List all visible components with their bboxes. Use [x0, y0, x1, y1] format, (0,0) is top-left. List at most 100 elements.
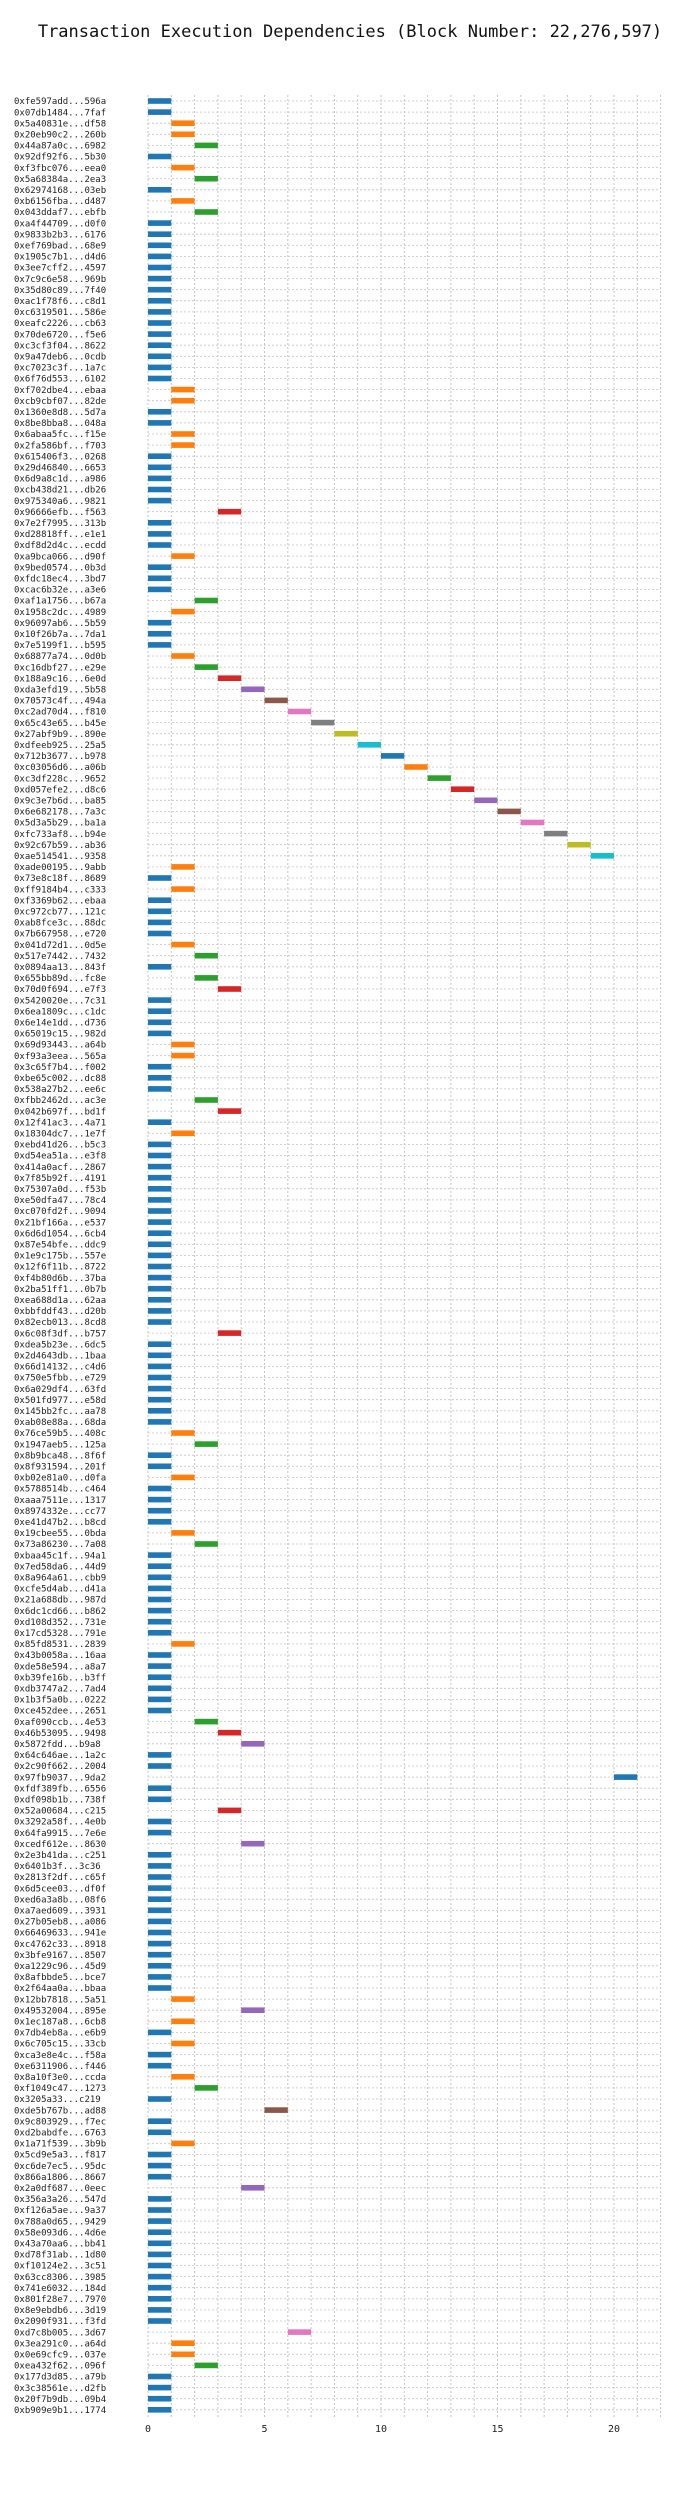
- tx-label: 0x07db1484...7faf: [14, 108, 106, 118]
- dependency-bar: [194, 975, 218, 981]
- tx-label: 0xc3df228c...9652: [14, 774, 106, 784]
- tx-label: 0xc16dbf27...e29e: [14, 663, 106, 673]
- tx-label: 0x2813f2df...c65f: [14, 1873, 106, 1883]
- x-axis-ticks: 0 5 10 15 20: [145, 2424, 620, 2435]
- dependency-bar: [148, 2162, 172, 2169]
- tx-label: 0xdfeeb925...25a5: [14, 741, 106, 751]
- dependency-bar: [148, 375, 172, 382]
- tx-label: 0xbbfddf43...d20b: [14, 1307, 106, 1317]
- tx-label: 0x17cd5328...791e: [14, 1629, 106, 1639]
- dependency-bar: [148, 1452, 172, 1458]
- tx-label: 0x43a70aa6...bb41: [14, 2240, 106, 2250]
- dependency-bar: [148, 1752, 172, 1758]
- tx-label: 0xf4b80d6b...37ba: [14, 1274, 106, 1284]
- dependency-bar: [148, 930, 172, 937]
- dependency-bar: [148, 2029, 172, 2036]
- dependency-bar: [148, 1285, 172, 1292]
- dependency-bar: [148, 2151, 172, 2158]
- dependency-bar: [148, 2118, 172, 2124]
- tx-label: 0xdb3747a2...7ad4: [14, 1685, 106, 1695]
- dependency-bar: [148, 1308, 172, 1314]
- dependency-bar: [217, 1330, 242, 1336]
- tx-label: 0x615406f3...0268: [14, 452, 106, 462]
- dependency-bar: [171, 442, 195, 448]
- tx-label: 0xade00195...9abb: [14, 863, 106, 873]
- tx-label: 0x20f7b9db...09b4: [14, 2395, 106, 2405]
- tx-label: 0x517e7442...7432: [14, 952, 106, 962]
- tx-label: 0x1905c7b1...d4d6: [14, 253, 106, 263]
- dependency-bar: [148, 1951, 172, 1958]
- tx-label: 0x63cc8306...3985: [14, 2273, 106, 2283]
- tx-label: 0xc2ad70d4...f810: [14, 708, 106, 718]
- tx-label: 0xaaa7511e...1317: [14, 1496, 106, 1506]
- tx-label: 0x5d3a5b29...ba1a: [14, 819, 106, 829]
- dependency-bar: [148, 564, 172, 570]
- tx-label: 0xaf090ccb...4e53: [14, 1718, 106, 1728]
- dependency-bar: [148, 364, 172, 371]
- tx-label: 0x6c705c15...33cb: [14, 2040, 106, 2050]
- dependency-bar: [148, 1252, 172, 1259]
- dependency-bar: [217, 986, 242, 992]
- tx-label: 0x19cbee55...0bda: [14, 1529, 106, 1539]
- tx-label: 0xd28818ff...e1e1: [14, 530, 106, 540]
- dependency-bar: [148, 497, 172, 504]
- dependency-bar: [194, 597, 218, 604]
- dependency-bar: [171, 864, 195, 870]
- dependency-bar: [148, 2373, 172, 2380]
- tx-label: 0x3205a33...c219: [14, 2095, 101, 2105]
- tx-label: 0x7c9c6e58...969b: [14, 275, 106, 285]
- dependency-bar: [241, 686, 265, 693]
- dependency-bar: [148, 1863, 172, 1869]
- tx-label: 0x46b53095...9498: [14, 1729, 106, 1739]
- tx-label: 0xd2babdfe...6763: [14, 2129, 106, 2139]
- dependency-bar: [334, 730, 358, 737]
- tx-label: 0x7b667958...e720: [14, 930, 106, 940]
- tx-label: 0x92df92f6...5b30: [14, 153, 106, 163]
- tx-label: 0xa1229c96...45d9: [14, 1962, 106, 1972]
- dependency-bar: [148, 286, 172, 293]
- tx-label: 0xcb9cbf07...82de: [14, 397, 106, 407]
- tx-label: 0xae514541...9358: [14, 852, 106, 862]
- tx-label: 0x18304dc7...1e7f: [14, 1130, 106, 1140]
- tx-label: 0x1ec187a8...6cb8: [14, 2018, 106, 2028]
- tx-label: 0xa9bca066...d90f: [14, 552, 106, 562]
- dependency-bar: [148, 2129, 172, 2136]
- dependency-bar: [148, 1163, 172, 1170]
- chart-title: Transaction Execution Dependencies (Bloc…: [37, 22, 663, 42]
- dependency-bar: [357, 742, 381, 748]
- dependency-bar: [148, 1341, 172, 1347]
- dependency-bar: [148, 642, 172, 648]
- dependency-bar: [148, 1929, 172, 1936]
- tx-label: 0xe41d47b2...b8cd: [14, 1518, 106, 1528]
- tx-label: 0x8a964a61...cbb9: [14, 1574, 106, 1584]
- tx-label: 0x6abaa5fc...f15e: [14, 430, 106, 440]
- tx-label: 0x6d5cee03...df0f: [14, 1884, 106, 1894]
- tx-label: 0x8b9bca48...8f6f: [14, 1451, 106, 1461]
- tx-label: 0x27abf9b9...890e: [14, 730, 106, 740]
- tx-label: 0xaf1a1756...b67a: [14, 597, 106, 607]
- tx-label: 0x70573c4f...494a: [14, 697, 106, 707]
- dependency-bar: [171, 1052, 195, 1059]
- tx-label: 0x62974168...03eb: [14, 186, 106, 196]
- dependency-bar: [148, 1852, 172, 1858]
- dependency-bar: [171, 886, 195, 892]
- dependency-bar: [148, 453, 172, 459]
- dependency-bar: [148, 342, 172, 348]
- tx-label: 0x1360e8d8...5d7a: [14, 408, 106, 418]
- dependency-bar: [241, 2007, 265, 2013]
- tx-label: 0xcedf612e...8630: [14, 1840, 106, 1850]
- tx-label: 0x5a68384a...2ea3: [14, 175, 106, 185]
- dependency-bar: [217, 1729, 242, 1736]
- tx-label: 0xd7c8b005...3d67: [14, 2328, 106, 2338]
- dependency-bar: [148, 531, 172, 537]
- tx-label: 0xa4f44709...d0f0: [14, 219, 106, 229]
- dependency-bar: [148, 264, 172, 271]
- dependency-bar: [148, 1963, 172, 1969]
- tx-label: 0x177d3d85...a79b: [14, 2373, 106, 2383]
- grid-layer: [147, 95, 662, 2418]
- dependency-bar: [287, 708, 312, 715]
- dependency-bar: [474, 797, 498, 804]
- dependency-bar: [148, 908, 172, 915]
- tx-label: 0x92c67b59...ab36: [14, 841, 106, 851]
- dependency-bar: [148, 2173, 172, 2180]
